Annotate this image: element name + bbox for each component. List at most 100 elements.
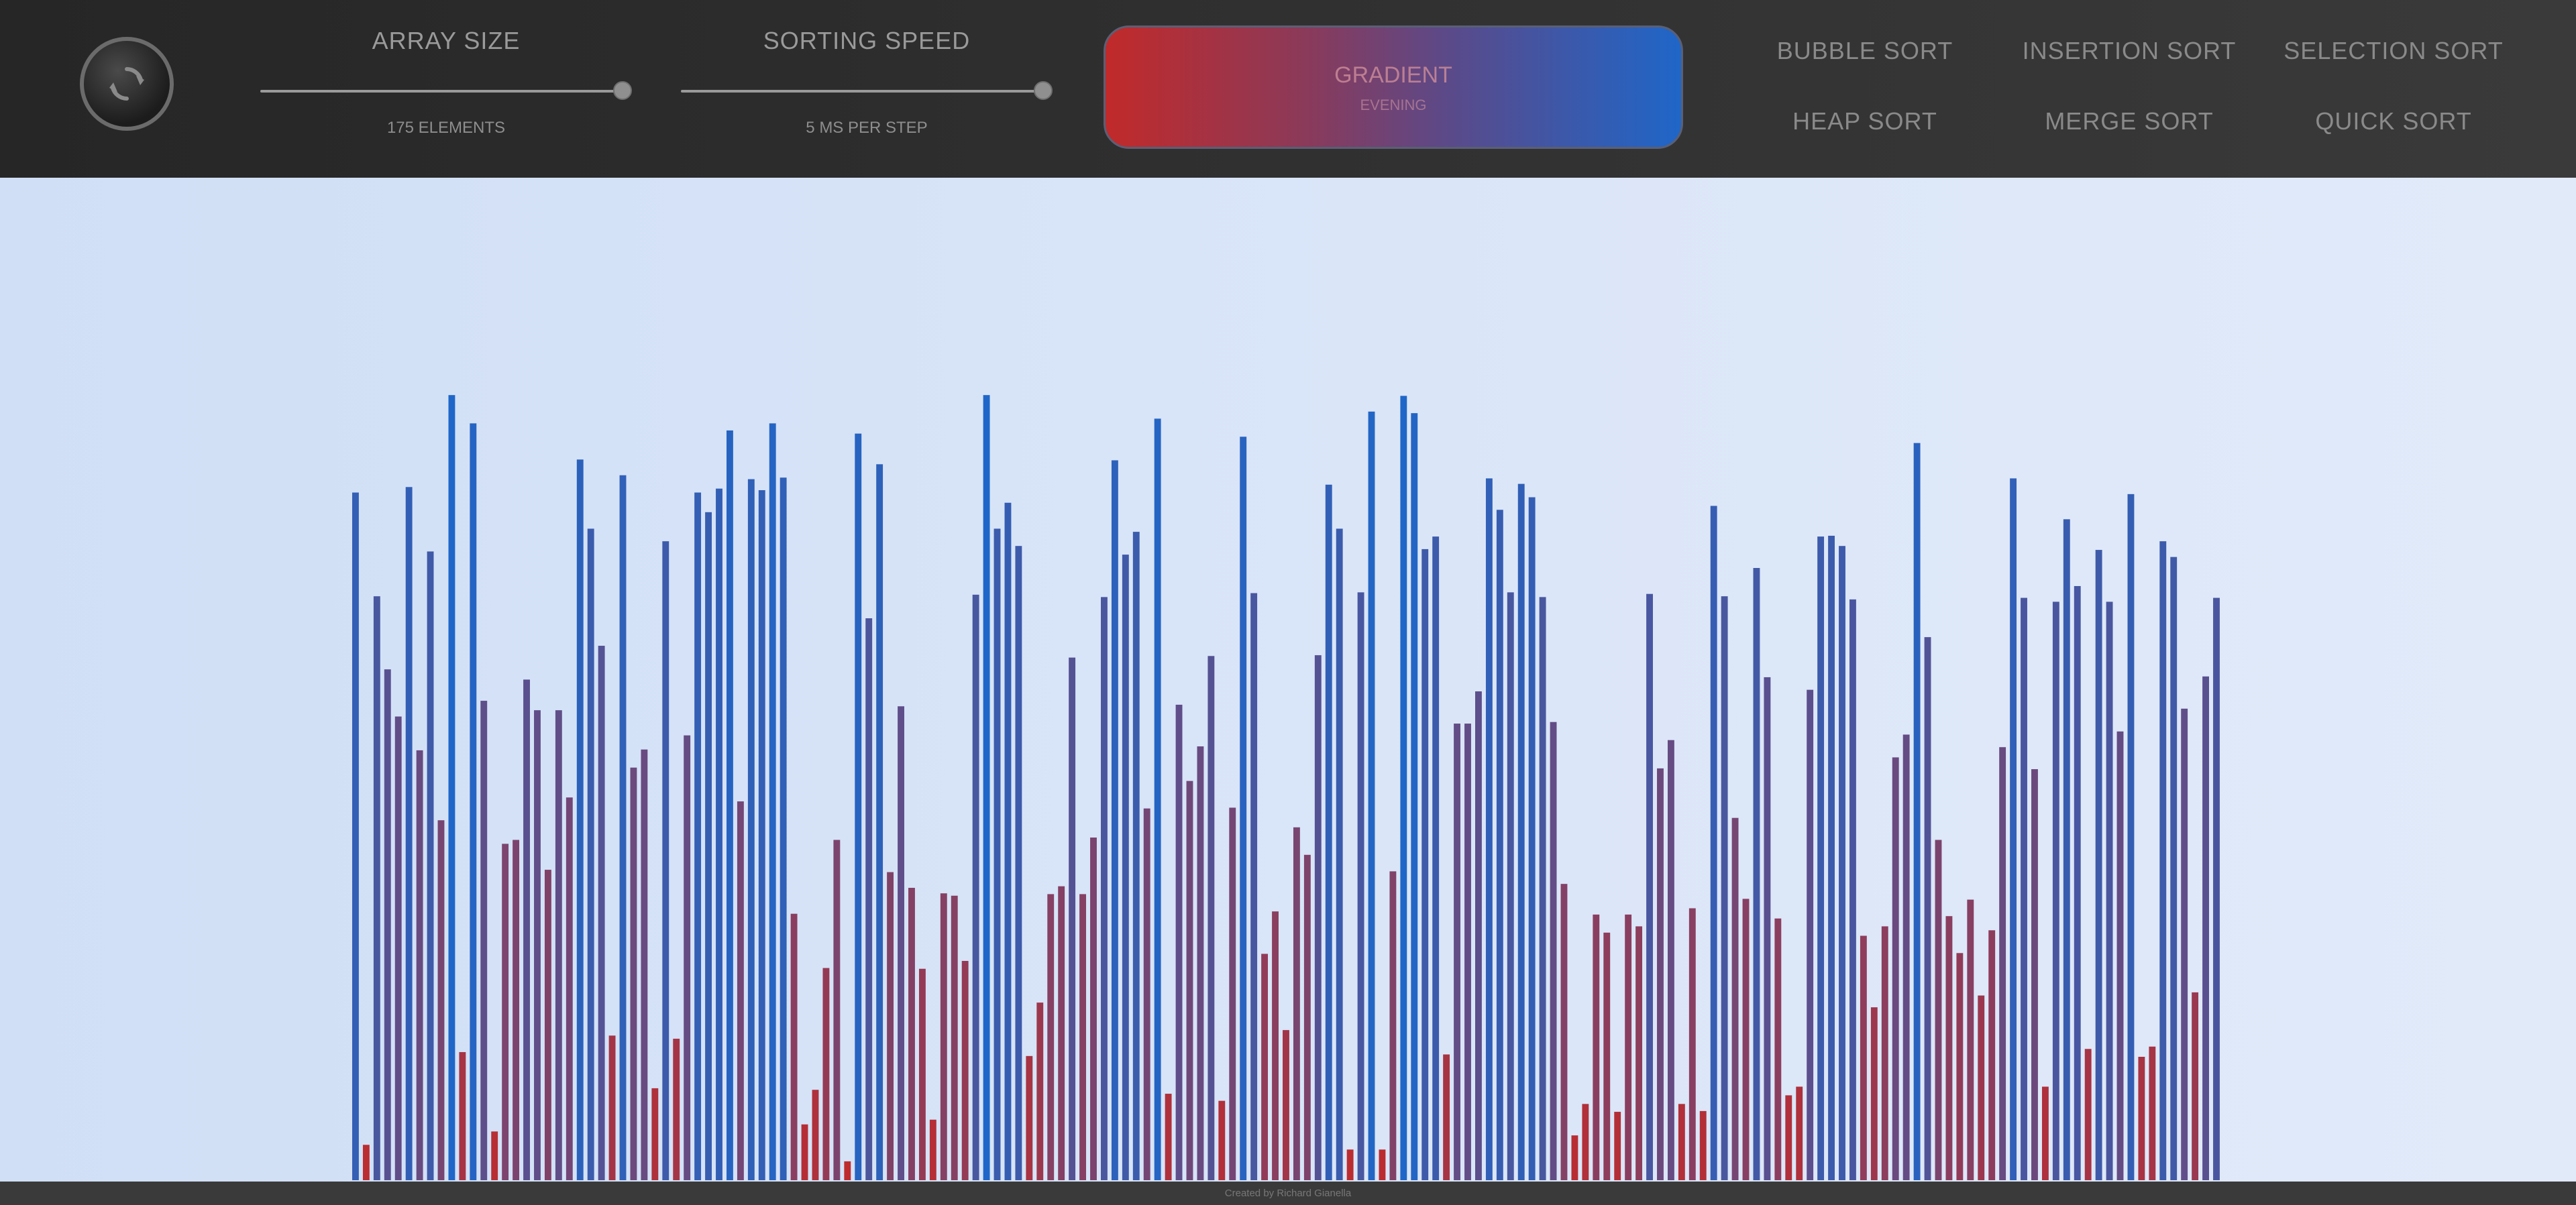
array-bar [1026,1055,1033,1180]
array-bar [737,801,744,1180]
array-bar [619,475,627,1180]
merge-sort-button[interactable]: MERGE SORT [2045,107,2214,135]
array-bar [1657,768,1664,1180]
array-bar [1218,1100,1226,1180]
array-bar [1817,536,1825,1180]
array-bar [2010,478,2017,1180]
array-bar [2127,494,2135,1180]
array-bar [833,840,841,1180]
array-bar [1175,704,1183,1180]
array-bar [1625,914,1632,1180]
array-bar [587,528,594,1180]
array-visualizer [0,178,2576,1182]
array-bar [1400,396,1407,1180]
array-bar [1368,411,1375,1180]
array-bar [2213,597,2220,1180]
array-bar [1560,884,1568,1180]
array-bar [2041,1086,2049,1180]
array-bar [1978,995,1985,1180]
array-bar [1250,593,1258,1180]
array-bar [822,968,830,1180]
array-bar [1582,1104,1589,1180]
array-bar [1774,918,1782,1180]
array-bar [758,490,765,1180]
array-bar [394,716,402,1180]
array-bar [1764,677,1771,1180]
array-bar [1047,894,1055,1180]
heap-sort-button[interactable]: HEAP SORT [1792,107,1937,135]
array-bar [705,512,712,1180]
array-bar [1346,1149,1354,1180]
array-bar [641,749,648,1180]
array-bar [2095,550,2102,1180]
array-bar [918,968,926,1180]
array-bar [1229,807,1236,1180]
array-bar [994,528,1001,1180]
array-bar [2202,676,2209,1180]
array-bar [1122,555,1129,1180]
array-bar [1517,483,1525,1180]
array-bar [1036,1002,1044,1180]
array-size-title: ARRAY SIZE [372,27,521,54]
quick-sort-button[interactable]: QUICK SORT [2315,107,2472,135]
array-bar [1272,911,1279,1180]
array-bar [2181,708,2188,1180]
array-bar [1742,899,1750,1180]
array-bar [513,840,520,1180]
array-size-slider-thumb[interactable] [613,81,632,100]
sorting-speed-slider-thumb[interactable] [1034,81,1053,100]
array-bar [929,1119,936,1180]
array-bar [876,464,883,1180]
gradient-name: EVENING [1360,97,1427,113]
array-bar [1432,536,1440,1180]
array-bar [790,913,798,1180]
array-bar [1828,535,1835,1180]
array-size-slider[interactable] [260,90,623,93]
array-bar [1132,532,1140,1180]
array-bar [1069,657,1076,1180]
array-bar [1913,443,1921,1180]
selection-sort-button[interactable]: SELECTION SORT [2284,37,2504,64]
array-bar [1635,926,1643,1180]
reset-array-button[interactable] [80,37,174,131]
array-bar [459,1051,466,1180]
array-bar [694,492,702,1180]
array-bar [1614,1112,1621,1180]
array-bar [1293,827,1300,1180]
array-bar [651,1088,659,1180]
array-bar [887,872,894,1180]
array-bar [544,870,551,1180]
bubble-sort-button[interactable]: BUBBLE SORT [1776,37,1953,64]
array-bar [1379,1149,1386,1180]
array-bar [1807,689,1814,1180]
array-bar [1539,597,1546,1180]
array-bar [983,395,990,1180]
array-bar [384,669,391,1180]
array-bar [2052,601,2059,1180]
array-bar [1924,637,1931,1180]
array-bar [865,618,873,1180]
array-bar [898,706,904,1180]
array-bar [1849,599,1856,1180]
array-bar [1303,854,1311,1180]
sorting-speed-slider[interactable] [681,90,1043,93]
gradient-title: GRADIENT [1334,62,1452,88]
array-bar [1336,528,1343,1180]
array-bar [448,395,455,1180]
array-bar [1999,747,2006,1180]
array-bar [2106,601,2113,1180]
array-bar [812,1090,819,1180]
array-bar [769,423,776,1180]
array-bar [373,596,380,1180]
array-bar [1550,722,1557,1180]
array-bar [1646,593,1653,1180]
array-bar [1967,899,1974,1180]
array-bar [1785,1095,1792,1180]
array-bar [1197,746,1204,1180]
array-bar [1870,1007,1878,1180]
array-bar [1186,781,1193,1180]
insertion-sort-button[interactable]: INSERTION SORT [2022,37,2237,64]
array-bar [630,767,637,1180]
gradient-selector-button[interactable]: GRADIENT EVENING [1104,25,1683,149]
sorting-speed-value: 5 MS PER STEP [806,119,928,137]
